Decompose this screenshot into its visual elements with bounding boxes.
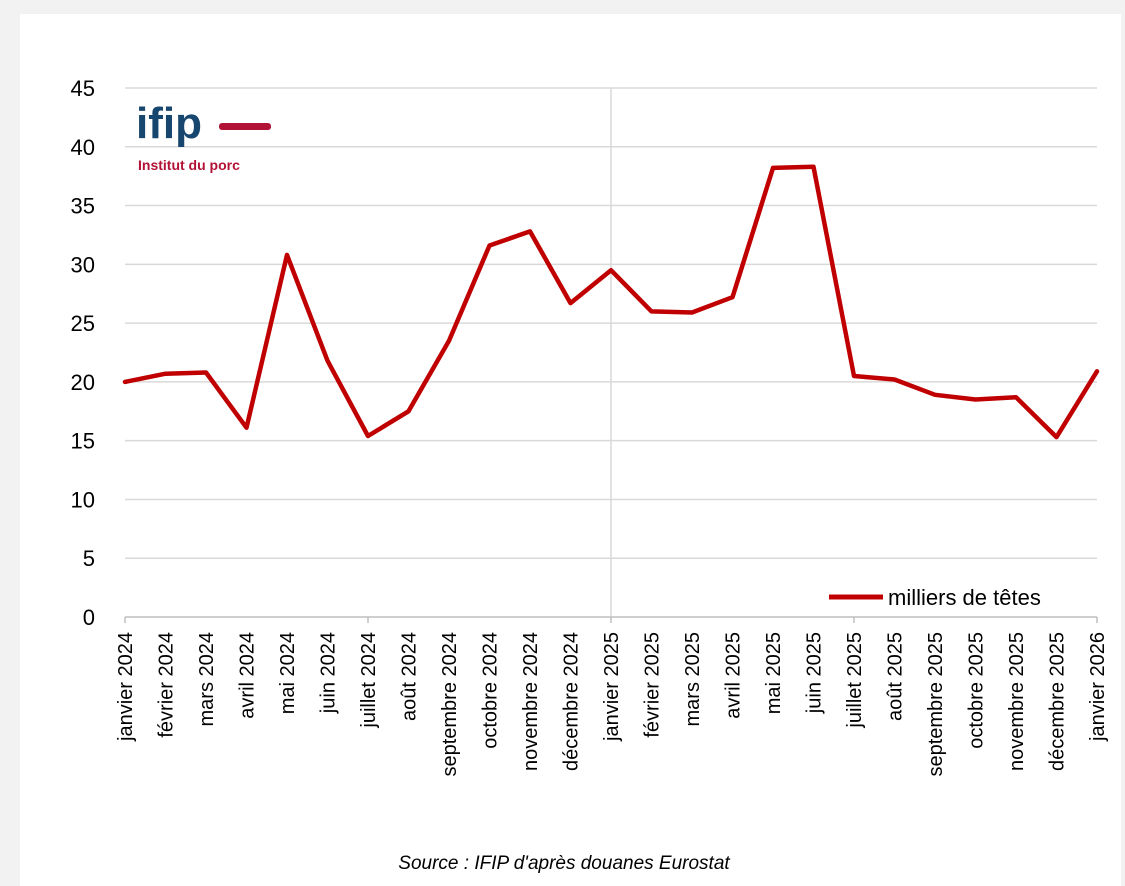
x-category-label: avril 2025 [723,632,745,719]
x-category-label: janvier 2026 [1087,632,1109,742]
series-lines [122,164,1100,440]
x-category-label: mars 2024 [196,632,218,727]
x-category-label: février 2025 [642,632,664,738]
legend: milliers de têtes [829,585,1041,610]
x-category-label: mai 2024 [277,632,299,714]
x-category-label: août 2025 [885,632,907,721]
y-tick-label: 20 [71,370,95,395]
x-axis [124,616,1098,623]
x-category-label: décembre 2025 [1047,632,1069,771]
y-tick-label: 10 [71,487,95,512]
x-category-label: septembre 2025 [925,632,947,777]
x-category-label: novembre 2025 [1006,632,1028,771]
y-tick-label: 25 [71,311,95,336]
x-category-label: juillet 2025 [844,632,866,729]
y-axis-tick-labels: 0 5 10 15 20 25 30 35 40 45 [71,76,95,630]
x-category-label: janvier 2024 [115,632,137,742]
x-category-label: octobre 2024 [480,632,502,749]
x-category-label: mars 2025 [682,632,704,727]
x-category-label: février 2024 [156,632,178,738]
y-tick-label: 5 [83,546,95,571]
x-axis-category-labels: janvier 2024 février 2024 mars 2024 avril 2… [115,632,1109,777]
y-tick-label: 30 [71,252,95,277]
logo-subtitle: Institut du porc [138,157,240,173]
ifip-logo: ifip Institut du porc [136,99,271,173]
x-category-label: septembre 2024 [439,632,461,777]
x-category-label: octobre 2025 [966,632,988,749]
y-tick-label: 45 [71,76,95,101]
x-category-label: janvier 2025 [601,632,623,742]
source-note: Source : IFIP d'après douanes Eurostat [398,853,730,874]
series-line-0 [122,164,1100,440]
y-tick-label: 15 [71,429,95,454]
y-tick-label: 0 [83,605,95,630]
x-category-label: novembre 2024 [520,632,542,771]
y-tick-label: 40 [71,135,95,160]
x-category-label: août 2024 [399,632,421,721]
x-category-label: juin 2024 [318,632,340,714]
y-tick-label: 35 [71,194,95,219]
x-category-label: décembre 2024 [561,632,583,771]
gridlines [125,87,1097,617]
x-category-label: avril 2024 [237,632,259,719]
legend-label: milliers de têtes [888,585,1041,610]
x-category-label: juin 2025 [804,632,826,714]
logo-accent-bar [219,123,271,130]
x-category-label: juillet 2024 [358,632,380,729]
x-category-label: mai 2025 [763,632,785,714]
logo-word: ifip [136,99,202,148]
